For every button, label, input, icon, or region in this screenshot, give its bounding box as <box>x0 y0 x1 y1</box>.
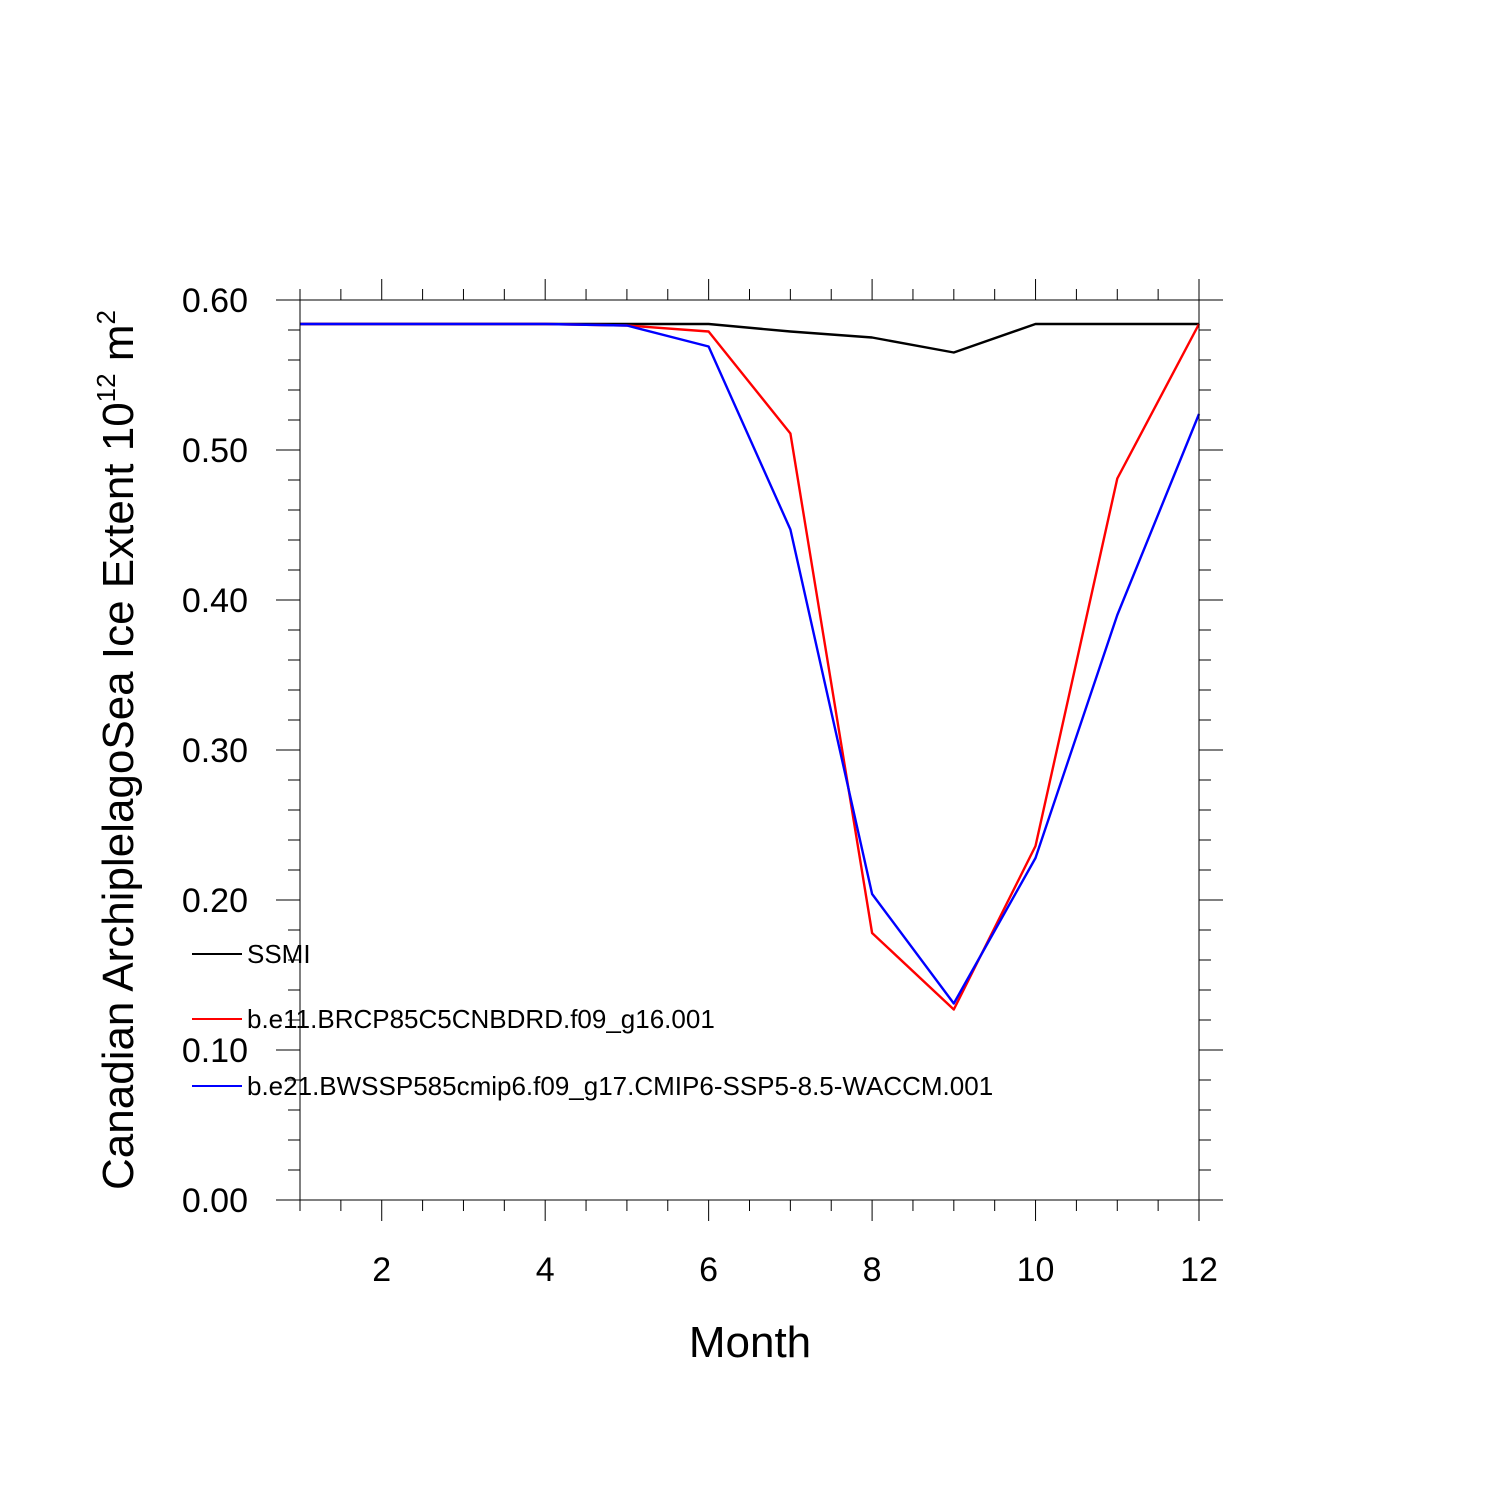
plot-area <box>300 322 1201 1011</box>
y-axis-title-main: Canadian ArchiplelagoSea Ice Extent 10 <box>94 402 143 1190</box>
legend-label-2: b.e11.BRCP85C5CNBDRD.f09_g16.001 <box>247 1004 715 1034</box>
y-tick-label: 0.30 <box>182 732 248 770</box>
y-axis-title: Canadian ArchiplelagoSea Ice Extent 1012… <box>91 310 143 1190</box>
x-tick-label: 8 <box>863 1251 882 1289</box>
x-tick-label: 6 <box>699 1251 718 1289</box>
y-tick-label: 0.20 <box>182 882 248 920</box>
x-tick-label: 12 <box>1180 1251 1218 1289</box>
legend-label-1: SSMI <box>247 939 311 969</box>
x-tick-label: 4 <box>536 1251 555 1289</box>
legend-label-3: b.e21.BWSSP585cmip6.f09_g17.CMIP6-SSP5-8… <box>247 1071 993 1101</box>
y-tick-label: 0.40 <box>182 582 248 620</box>
series-line-3 <box>300 322 1201 1005</box>
series-line-1 <box>300 322 1199 354</box>
legend: SSMI b.e11.BRCP85C5CNBDRD.f09_g16.001 b.e2… <box>192 939 993 1101</box>
axes: 2 4 6 8 10 12 0.00 0.10 0.20 0.30 0.40 0.50 0.60 <box>182 279 1223 1289</box>
y-tick-label: 0.10 <box>182 1032 248 1070</box>
plot-frame <box>299 299 1200 1201</box>
y-tick-label: 0.60 <box>182 282 248 320</box>
y-axis-title-unit: m <box>94 324 143 373</box>
x-tick-label: 2 <box>372 1251 391 1289</box>
y-axis-title-unit-exponent: 2 <box>91 310 121 324</box>
y-tick-label: 0.00 <box>182 1182 248 1220</box>
series-line-2 <box>300 322 1201 1011</box>
y-tick-label: 0.50 <box>182 432 248 470</box>
x-tick-label: 10 <box>1017 1251 1055 1289</box>
x-axis-title: Month <box>689 1318 811 1367</box>
y-axis-title-exponent: 12 <box>91 373 121 402</box>
